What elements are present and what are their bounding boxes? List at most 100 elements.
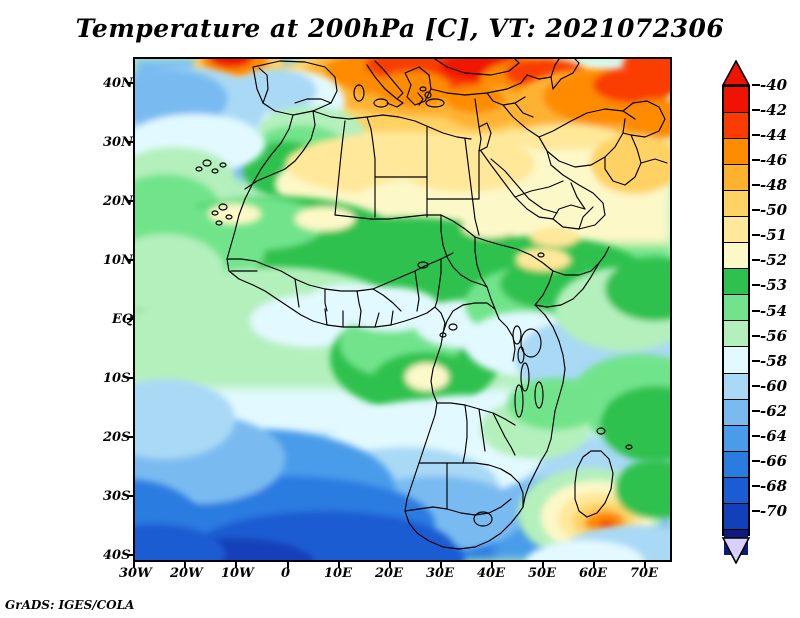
colorbar: [722, 85, 750, 555]
xtick-mark: [389, 562, 391, 568]
colorbar-band: [724, 372, 748, 399]
ytick-label-20n: 20N: [103, 194, 133, 209]
ytick-mark: [127, 259, 133, 261]
ytick-label-40s: 40S: [103, 548, 131, 563]
colorbar-band: [724, 190, 748, 217]
page-title: Temperature at 200hPa [C], VT: 202107230…: [75, 14, 725, 43]
colorbar-label: -68: [760, 476, 788, 495]
colorbar-tick: [752, 409, 760, 412]
colorbar-label: -53: [760, 276, 788, 295]
xtick-mark: [440, 562, 442, 568]
coastline-overlay: [195, 59, 668, 550]
ytick-label-10s: 10S: [103, 371, 131, 386]
colorbar-tick: [752, 334, 760, 337]
colorbar-band: [724, 268, 748, 295]
colorbar-label: -52: [760, 251, 788, 270]
colorbar-label: -40: [760, 76, 788, 94]
colorbar-band: [724, 476, 748, 503]
colorbar-tick: [752, 359, 760, 362]
colorbar-label: -54: [760, 301, 788, 320]
xtick-label-20w: 20W: [170, 566, 203, 581]
ytick-mark: [127, 495, 133, 497]
colorbar-label: -42: [760, 101, 788, 120]
colorbar-band: [724, 398, 748, 425]
xtick-label-30w: 30W: [119, 566, 152, 581]
colorbar-label: -51: [760, 226, 788, 245]
colorbar-label: -50: [760, 201, 788, 220]
colorbar-label: -60: [760, 376, 788, 395]
xtick-mark: [593, 562, 595, 568]
colorbar-label: -70: [760, 501, 788, 520]
colorbar-band: [724, 164, 748, 191]
colorbar-tick: [752, 309, 760, 312]
colorbar-band: [724, 112, 748, 139]
colorbar-tick: [752, 159, 760, 162]
xtick-label-0: 0: [281, 566, 291, 581]
xtick-label-50e: 50E: [528, 566, 556, 581]
ytick-label-30n: 30N: [103, 135, 133, 150]
colorbar-label: -48: [760, 176, 788, 195]
colorbar-band: [724, 242, 748, 269]
colorbar-tick: [752, 509, 760, 512]
colorbar-tick: [752, 284, 760, 287]
xtick-mark: [235, 562, 237, 568]
ytick-mark: [127, 82, 133, 84]
ytick-mark: [127, 318, 133, 320]
ytick-mark: [127, 200, 133, 202]
colorbar-label: -46: [760, 151, 788, 170]
xtick-label-40e: 40E: [477, 566, 505, 581]
colorbar-tick: [752, 434, 760, 437]
colorbar-tick: [752, 384, 760, 387]
xtick-mark: [542, 562, 544, 568]
colorbar-tick: [752, 184, 760, 187]
ytick-label-10n: 10N: [103, 253, 133, 268]
ytick-mark: [127, 554, 133, 556]
colorbar-tick: [752, 84, 760, 86]
xtick-mark: [338, 562, 340, 568]
colorbar-band: [724, 294, 748, 321]
colorbar-band: [724, 138, 748, 165]
xtick-mark: [644, 562, 646, 568]
temperature-field: [135, 59, 670, 560]
xtick-label-20e: 20E: [375, 566, 403, 581]
ytick-mark: [127, 141, 133, 143]
xtick-label-10w: 10W: [221, 566, 254, 581]
ytick-label-eq: EQ: [112, 312, 134, 327]
colorbar-tick: [752, 234, 760, 237]
colorbar-band: [724, 346, 748, 373]
colorbar-label: -56: [760, 326, 788, 345]
colorbar-band: [724, 320, 748, 347]
colorbar-label: -58: [760, 351, 788, 370]
ytick-label-30s: 30S: [103, 489, 131, 504]
xtick-mark: [287, 562, 289, 568]
colorbar-label: -66: [760, 451, 788, 470]
colorbar-band: [724, 216, 748, 243]
xtick-label-60e: 60E: [579, 566, 607, 581]
colorbar-label: -44: [760, 126, 788, 145]
colorbar-tick: [752, 484, 760, 487]
ytick-mark: [127, 436, 133, 438]
xtick-label-30e: 30E: [426, 566, 454, 581]
colorbar-tick: [752, 259, 760, 262]
ytick-label-40n: 40N: [103, 76, 133, 91]
xtick-mark: [184, 562, 186, 568]
colorbar-tick: [752, 109, 760, 112]
ytick-mark: [127, 377, 133, 379]
credit-text: GrADS: IGES/COLA: [5, 598, 135, 612]
colorbar-band: [724, 502, 748, 529]
ytick-label-20s: 20S: [103, 430, 131, 445]
colorbar-top-arrow: [722, 60, 750, 86]
xtick-label-10e: 10E: [324, 566, 352, 581]
xtick-mark: [133, 562, 135, 568]
colorbar-bottom-arrow: [722, 537, 750, 564]
colorbar-tick: [752, 209, 760, 212]
colorbar-band: [724, 450, 748, 477]
map-plot-area: [133, 57, 672, 562]
colorbar-tick: [752, 134, 760, 137]
xtick-label-70e: 70E: [630, 566, 658, 581]
colorbar-band: [724, 87, 748, 113]
colorbar-band: [724, 424, 748, 451]
colorbar-tick: [752, 459, 760, 462]
colorbar-label: -62: [760, 401, 788, 420]
